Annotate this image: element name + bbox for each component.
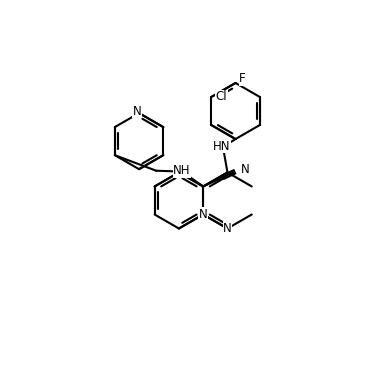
Text: NH: NH [173,164,191,177]
Text: HN: HN [212,140,230,153]
Text: N: N [241,163,249,176]
Text: Cl: Cl [216,91,227,104]
Text: N: N [133,105,142,118]
Text: N: N [199,208,208,221]
Text: F: F [239,72,246,85]
Text: N: N [223,222,232,235]
